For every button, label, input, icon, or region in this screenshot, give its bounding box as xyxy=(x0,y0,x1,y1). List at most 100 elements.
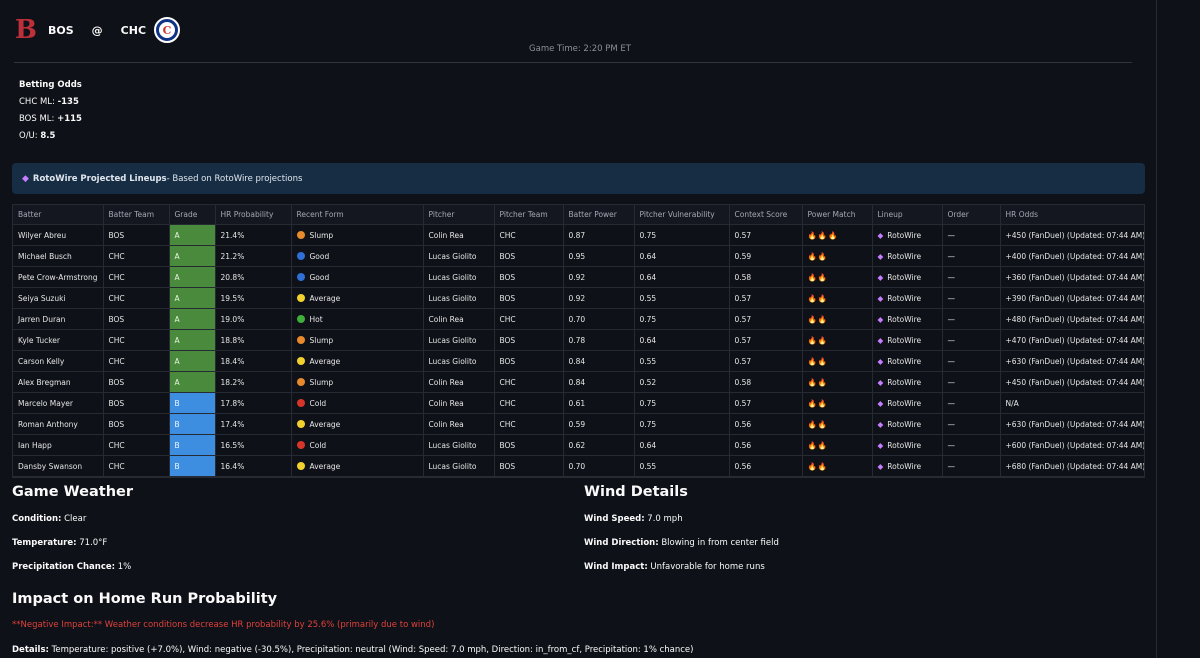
right-scroll-rail[interactable] xyxy=(1156,0,1200,658)
precipitation-value: 1% xyxy=(115,562,132,572)
column-header[interactable]: Power Match xyxy=(802,205,873,225)
lineup-cell: ◆ RotoWire xyxy=(872,224,943,246)
table-row[interactable]: Seiya Suzuki CHC A 19.5% Average Lucas Giolit… xyxy=(13,287,1145,309)
hr-probability-cell: 16.4% xyxy=(215,455,292,477)
form-status-dot-icon xyxy=(296,440,305,449)
table-row[interactable]: Alex Bregman BOS A 18.2% Slump Colin Rea CHC 0.… xyxy=(13,371,1145,393)
crystal-icon: ◆ xyxy=(877,356,884,366)
lineup-cell: ◆ RotoWire xyxy=(872,308,943,330)
column-header[interactable]: Pitcher xyxy=(423,205,495,225)
lineup-table[interactable]: Batter Batter Team Grade HR Probability Rece… xyxy=(12,204,1145,478)
flame-icons: 🔥🔥 xyxy=(807,377,829,387)
lineup-cell: ◆ RotoWire xyxy=(872,287,943,309)
column-header[interactable]: Grade xyxy=(169,205,216,225)
pitcher-team-cell: BOS xyxy=(494,245,564,267)
pitcher-cell: Lucas Giolito xyxy=(423,434,495,456)
batter-power-cell: 0.78 xyxy=(563,329,635,351)
table-row[interactable]: Wilyer Abreu BOS A 21.4% Slump Colin Rea CHC 0.… xyxy=(13,224,1145,246)
pitcher-vulnerability-cell: 0.75 xyxy=(634,224,730,246)
hr-probability-cell: 18.4% xyxy=(215,350,292,372)
column-header[interactable]: Batter xyxy=(13,205,104,225)
ou-label: O/U: xyxy=(19,131,41,141)
table-row[interactable]: Marcelo Mayer BOS B 17.8% Cold Colin Rea CHC 0.… xyxy=(13,392,1145,414)
form-label: Slump xyxy=(309,377,334,387)
pitcher-team-cell: BOS xyxy=(494,287,564,309)
grade-cell: A xyxy=(169,245,216,267)
column-header[interactable]: Context Score xyxy=(729,205,803,225)
recent-form-cell: Slump xyxy=(291,329,424,351)
lineup-source: RotoWire xyxy=(887,272,922,282)
grade-cell: A xyxy=(169,329,216,351)
recent-form-cell: Average xyxy=(291,287,424,309)
column-header[interactable]: Order xyxy=(942,205,1001,225)
lineup-source: RotoWire xyxy=(887,440,922,450)
column-header[interactable]: Batter Team xyxy=(103,205,170,225)
grade-cell: A xyxy=(169,266,216,288)
column-header[interactable]: Pitcher Team xyxy=(494,205,564,225)
lineup-source: RotoWire xyxy=(887,314,922,324)
crystal-icon: ◆ xyxy=(877,314,884,324)
form-label: Slump xyxy=(309,230,334,240)
column-header[interactable]: HR Probability xyxy=(215,205,292,225)
power-match-cell: 🔥🔥 xyxy=(802,245,873,267)
away-team-abbr: BOS xyxy=(48,23,74,37)
negative-impact-text: **Negative Impact:** Weather conditions … xyxy=(12,620,435,630)
form-status-dot-icon xyxy=(296,230,305,239)
hr-probability-cell: 18.8% xyxy=(215,329,292,351)
hr-probability-cell: 19.5% xyxy=(215,287,292,309)
table-row[interactable]: Michael Busch CHC A 21.2% Good Lucas Giolito B… xyxy=(13,245,1145,267)
hr-odds-cell: +630 (FanDuel) (Updated: 07:44 AM) xyxy=(1000,413,1145,435)
wind-impact: Wind Impact: Unfavorable for home runs xyxy=(584,562,765,572)
form-label: Average xyxy=(309,293,341,303)
table-header-row: Batter Batter Team Grade HR Probability Rece… xyxy=(13,205,1145,225)
batter-power-cell: 0.70 xyxy=(563,455,635,477)
form-label: Average xyxy=(309,461,341,471)
column-header[interactable]: Recent Form xyxy=(291,205,424,225)
table-row[interactable]: Roman Anthony BOS B 17.4% Average Colin Rea CH… xyxy=(13,413,1145,435)
batter-team-cell: BOS xyxy=(103,371,170,393)
recent-form-cell: Good xyxy=(291,245,424,267)
column-header[interactable]: Lineup xyxy=(872,205,943,225)
batter-team-cell: BOS xyxy=(103,413,170,435)
column-header[interactable]: HR Odds xyxy=(1000,205,1145,225)
crystal-icon: ◆ xyxy=(877,293,884,303)
hr-odds-cell: +360 (FanDuel) (Updated: 07:44 AM) xyxy=(1000,266,1145,288)
pitcher-vulnerability-cell: 0.64 xyxy=(634,266,730,288)
power-match-cell: 🔥🔥 xyxy=(802,308,873,330)
batter-cell: Kyle Tucker xyxy=(13,329,104,351)
grade-cell: B xyxy=(169,434,216,456)
grade-cell: B xyxy=(169,413,216,435)
pitcher-team-cell: BOS xyxy=(494,434,564,456)
batter-cell: Michael Busch xyxy=(13,245,104,267)
table-row[interactable]: Jarren Duran BOS A 19.0% Hot Colin Rea CHC 0.70… xyxy=(13,308,1145,330)
chc-ml-value: -135 xyxy=(57,97,79,107)
table-row[interactable]: Pete Crow-Armstrong CHC A 20.8% Good Lucas Gi… xyxy=(13,266,1145,288)
table-row[interactable]: Dansby Swanson CHC B 16.4% Average Lucas Giol… xyxy=(13,455,1145,477)
pitcher-team-cell: BOS xyxy=(494,455,564,477)
hr-probability-cell: 21.4% xyxy=(215,224,292,246)
weather-temperature: Temperature: 71.0°F xyxy=(12,538,107,548)
context-score-cell: 0.57 xyxy=(729,224,803,246)
grade-cell: B xyxy=(169,455,216,477)
crystal-icon: ◆ xyxy=(877,419,884,429)
column-header[interactable]: Pitcher Vulnerability xyxy=(634,205,730,225)
table-row[interactable]: Carson Kelly CHC A 18.4% Average Lucas Giolit… xyxy=(13,350,1145,372)
table-row[interactable]: Kyle Tucker CHC A 18.8% Slump Lucas Giolito BO… xyxy=(13,329,1145,351)
batter-cell: Dansby Swanson xyxy=(13,455,104,477)
grade-cell: A xyxy=(169,287,216,309)
batter-cell: Seiya Suzuki xyxy=(13,287,104,309)
table-row[interactable]: Ian Happ CHC B 16.5% Cold Lucas Giolito BOS 0.6… xyxy=(13,434,1145,456)
game-time: Game Time: 2:20 PM ET xyxy=(529,44,631,54)
order-cell: — xyxy=(942,413,1001,435)
temperature-value: 71.0°F xyxy=(76,538,108,548)
pitcher-vulnerability-cell: 0.75 xyxy=(634,413,730,435)
batter-team-cell: BOS xyxy=(103,224,170,246)
context-score-cell: 0.57 xyxy=(729,350,803,372)
over-under: O/U: 8.5 xyxy=(19,128,82,145)
batter-team-cell: CHC xyxy=(103,434,170,456)
column-header[interactable]: Batter Power xyxy=(563,205,635,225)
lineup-cell: ◆ RotoWire xyxy=(872,245,943,267)
lineup-cell: ◆ RotoWire xyxy=(872,413,943,435)
lineup-source: RotoWire xyxy=(887,293,922,303)
table-body: Wilyer Abreu BOS A 21.4% Slump Colin Rea CHC 0.… xyxy=(13,224,1145,477)
